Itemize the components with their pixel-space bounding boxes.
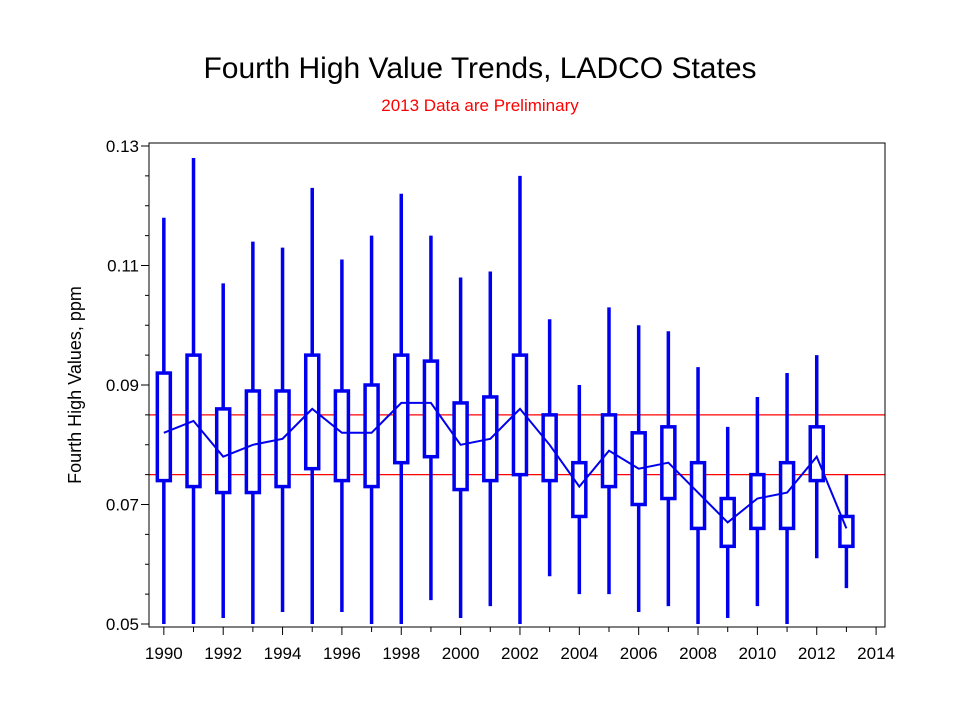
y-tick-label: 0.07 [106, 496, 139, 515]
box-2011 [778, 460, 796, 531]
x-tick-label: 1990 [145, 644, 183, 663]
x-tick-label: 2014 [857, 644, 895, 663]
box-2012 [808, 425, 825, 483]
y-tick-label: 0.09 [106, 376, 139, 395]
x-tick-label: 2010 [738, 644, 776, 663]
x-tick-label: 2004 [560, 644, 598, 663]
y-axis-label: Fourth High Values, ppm [65, 286, 85, 484]
box-1996 [333, 389, 351, 483]
box-2010 [749, 472, 766, 531]
box-2003 [541, 413, 558, 483]
y-tick-label: 0.13 [106, 137, 139, 156]
x-tick-label: 1994 [264, 644, 302, 663]
box-1999 [422, 359, 440, 459]
boxes [155, 353, 855, 549]
x-tick-label: 2008 [679, 644, 717, 663]
box-2004 [571, 460, 588, 519]
x-tick-label: 1998 [382, 644, 420, 663]
chart-subtitle: 2013 Data are Preliminary [381, 96, 579, 115]
median-trend-line [163, 401, 848, 529]
y-tick-label: 0.05 [106, 615, 139, 634]
x-axis: 1990 1992 1994 1996 1998 2000 2002 2004 2006 2008… [145, 627, 895, 663]
x-tick-label: 1992 [204, 644, 242, 663]
box-1990 [155, 371, 173, 483]
x-tick-label: 1996 [323, 644, 361, 663]
x-tick-label: 2006 [620, 644, 658, 663]
x-tick-label: 2012 [798, 644, 836, 663]
box-2000 [452, 401, 469, 492]
x-tick-label: 2002 [501, 644, 539, 663]
box-2008 [689, 460, 707, 531]
box-1993 [244, 389, 262, 495]
y-axis: 0.05 0.07 0.09 0.11 0.13 [106, 137, 149, 634]
x-tick-label: 2000 [442, 644, 480, 663]
box-1995 [303, 353, 321, 471]
y-tick-label: 0.11 [107, 256, 139, 275]
box-2013 [838, 514, 855, 549]
box-1992 [214, 407, 232, 495]
chart-title: Fourth High Value Trends, LADCO States [203, 52, 757, 85]
box-1997 [363, 383, 380, 489]
whiskers [162, 157, 849, 625]
